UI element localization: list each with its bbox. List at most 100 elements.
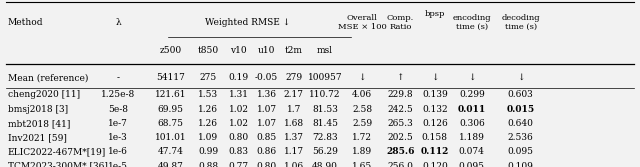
Text: ↑: ↑ [397,73,404,82]
Text: ↓: ↓ [431,73,438,82]
Text: 1e-7: 1e-7 [108,119,128,128]
Text: 0.99: 0.99 [198,147,218,156]
Text: 49.87: 49.87 [158,162,184,167]
Text: 81.45: 81.45 [312,119,338,128]
Text: 0.139: 0.139 [422,91,447,100]
Text: 2.59: 2.59 [352,119,372,128]
Text: Overall
MSE × 100: Overall MSE × 100 [338,14,387,31]
Text: 0.120: 0.120 [422,162,447,167]
Text: -: - [116,73,120,82]
Text: 0.86: 0.86 [257,147,276,156]
Text: 265.3: 265.3 [387,119,413,128]
Text: z500: z500 [159,46,182,55]
Text: 1.06: 1.06 [284,162,304,167]
Text: 1.89: 1.89 [352,147,372,156]
Text: λ: λ [115,18,121,27]
Text: 0.85: 0.85 [257,133,277,142]
Text: 1.26: 1.26 [198,105,218,114]
Text: ↓: ↓ [517,73,524,82]
Text: 0.095: 0.095 [508,147,534,156]
Text: Comp.
Ratio: Comp. Ratio [387,14,414,31]
Text: 68.75: 68.75 [157,119,184,128]
Text: t2m: t2m [285,46,303,55]
Text: 285.6: 285.6 [386,147,415,156]
Text: 0.112: 0.112 [420,147,449,156]
Text: 1.36: 1.36 [257,91,276,100]
Text: 1.53: 1.53 [198,91,218,100]
Text: decoding
time (s): decoding time (s) [501,14,540,31]
Text: 279: 279 [285,73,302,82]
Text: 1e-5: 1e-5 [108,162,128,167]
Text: 242.5: 242.5 [387,105,413,114]
Text: Method: Method [8,18,43,27]
Text: 0.306: 0.306 [459,119,484,128]
Text: Inv2021 [59]: Inv2021 [59] [8,133,67,142]
Text: 0.77: 0.77 [228,162,248,167]
Text: 101.01: 101.01 [155,133,186,142]
Text: 0.015: 0.015 [507,105,535,114]
Text: 1.31: 1.31 [228,91,248,100]
Text: 47.74: 47.74 [158,147,184,156]
Text: 1.07: 1.07 [257,105,276,114]
Text: 72.83: 72.83 [312,133,338,142]
Text: ELIC2022-467M*[19]: ELIC2022-467M*[19] [8,147,106,156]
Text: 229.8: 229.8 [387,91,413,100]
Text: 0.88: 0.88 [198,162,218,167]
Text: v10: v10 [230,46,247,55]
Text: -0.05: -0.05 [255,73,278,82]
Text: 2.58: 2.58 [352,105,372,114]
Text: bpsp: bpsp [424,10,445,18]
Text: 1.7: 1.7 [287,105,301,114]
Text: u10: u10 [258,46,275,55]
Text: cheng2020 [11]: cheng2020 [11] [8,91,80,100]
Text: 1.37: 1.37 [284,133,303,142]
Text: 0.158: 0.158 [422,133,448,142]
Text: 54117: 54117 [156,73,185,82]
Text: 56.29: 56.29 [312,147,338,156]
Text: 1.02: 1.02 [228,105,248,114]
Text: 69.95: 69.95 [157,105,184,114]
Text: 1e-6: 1e-6 [108,147,128,156]
Text: t850: t850 [198,46,219,55]
Text: 202.5: 202.5 [387,133,413,142]
Text: 0.074: 0.074 [459,147,484,156]
Text: 0.095: 0.095 [459,162,484,167]
Text: msl: msl [317,46,333,55]
Text: 1.17: 1.17 [284,147,304,156]
Text: ↓: ↓ [468,73,476,82]
Text: 0.126: 0.126 [422,119,447,128]
Text: 1.65: 1.65 [352,162,372,167]
Text: 0.109: 0.109 [508,162,534,167]
Text: 0.132: 0.132 [422,105,447,114]
Text: 1.72: 1.72 [352,133,372,142]
Text: encoding
time (s): encoding time (s) [452,14,491,31]
Text: 1.07: 1.07 [257,119,276,128]
Text: TCM2023-300M* [36]: TCM2023-300M* [36] [8,162,108,167]
Text: 4.06: 4.06 [352,91,372,100]
Text: 81.53: 81.53 [312,105,338,114]
Text: 1.02: 1.02 [228,119,248,128]
Text: 0.640: 0.640 [508,119,534,128]
Text: 0.83: 0.83 [228,147,248,156]
Text: 5e-8: 5e-8 [108,105,128,114]
Text: Mean (reference): Mean (reference) [8,73,88,82]
Text: 2.17: 2.17 [284,91,303,100]
Text: 1.68: 1.68 [284,119,304,128]
Text: 0.299: 0.299 [459,91,484,100]
Text: ↓: ↓ [358,73,366,82]
Text: 1.09: 1.09 [198,133,218,142]
Text: 1.25e-8: 1.25e-8 [101,91,135,100]
Text: 1.189: 1.189 [459,133,484,142]
Text: 0.011: 0.011 [458,105,486,114]
Text: 48.90: 48.90 [312,162,338,167]
Text: 0.19: 0.19 [228,73,248,82]
Text: 121.61: 121.61 [155,91,186,100]
Text: 0.80: 0.80 [257,162,276,167]
Text: 1e-3: 1e-3 [108,133,128,142]
Text: 0.80: 0.80 [228,133,248,142]
Text: 256.0: 256.0 [387,162,413,167]
Text: 1.26: 1.26 [198,119,218,128]
Text: bmsj2018 [3]: bmsj2018 [3] [8,105,68,114]
Text: 0.603: 0.603 [508,91,534,100]
Text: mbt2018 [41]: mbt2018 [41] [8,119,70,128]
